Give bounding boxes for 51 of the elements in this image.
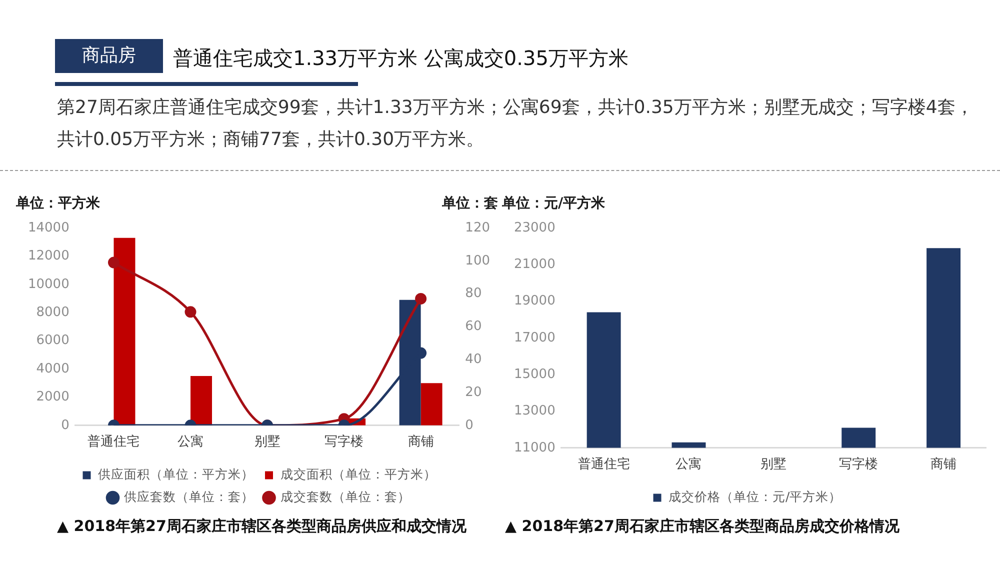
y-axis-title: 单位：元/平方米	[501, 194, 606, 212]
x-tick-label: 公寓	[676, 456, 702, 472]
bar	[420, 383, 442, 426]
y2-tick-label: 80	[465, 286, 482, 302]
y2-tick-label: 100	[465, 253, 490, 268]
point	[184, 306, 196, 318]
point	[108, 256, 120, 268]
x-tick-label: 商铺	[408, 434, 434, 450]
legend-label: 成交面积（单位：平方米）	[280, 466, 436, 482]
bar	[190, 376, 212, 426]
section-tab: 商品房	[55, 39, 163, 73]
y2-tick-label: 40	[465, 352, 482, 367]
text: 普通住宅成交1.33万平方米 公寓成交0.35万平方米	[173, 45, 628, 72]
y-tick-label: 6000	[36, 333, 70, 348]
x-tick-label: 普通住宅	[88, 434, 140, 450]
y2-tick-label: 20	[465, 384, 482, 400]
y-tick-label: 2000	[36, 390, 70, 405]
legend-label: 供应套数（单位：套）	[124, 489, 254, 504]
text: ▲ 2018年第27周石家庄市辖区各类型商品房供应和成交情况	[57, 516, 466, 536]
y-tick-label: 12000	[28, 248, 70, 264]
y2-tick-label: 60	[465, 319, 482, 334]
y-tick-label: 19000	[514, 294, 556, 309]
y2-axis-title: 单位：套	[441, 196, 498, 212]
text: 第27周石家庄普通住宅成交99套，共计1.33万平方米；公寓69套，共计0.35万平方米；别墅无成交；写字楼4套，共计0.05万平方米；商铺77套，共计0.30万平方米。	[57, 96, 974, 152]
x-tick-label: 写字楼	[324, 434, 364, 450]
legend-label: 成交价格（单位：元/平方米）	[668, 489, 842, 504]
y-tick-label: 4000	[36, 361, 70, 376]
y-tick-label: 0	[61, 418, 70, 433]
y-axis-title: 单位：平方米	[15, 194, 101, 212]
text: ▲ 2018年第27周石家庄市辖区各类型商品房成交价格情况	[505, 516, 900, 536]
legend-label: 供应面积（单位：平方米）	[98, 466, 254, 482]
point	[415, 292, 427, 304]
x-tick-label: 商铺	[930, 457, 957, 472]
y-tick-label: 13000	[514, 404, 556, 419]
y-tick-label: 23000	[514, 220, 556, 236]
y-tick-label: 11000	[514, 440, 556, 456]
x-tick-label: 别墅	[760, 457, 787, 472]
bar	[114, 238, 136, 426]
legend-label: 成交套数（单位：套）	[280, 489, 410, 504]
y-tick-label: 14000	[28, 220, 70, 236]
x-tick-label: 普通住宅	[578, 456, 630, 472]
x-tick-label: 别墅	[254, 434, 280, 450]
y-tick-label: 15000	[514, 366, 556, 382]
y2-tick-label: 120	[465, 220, 490, 236]
y-tick-label: 8000	[36, 304, 70, 320]
x-tick-label: 公寓	[178, 434, 204, 450]
y-tick-label: 17000	[514, 330, 556, 346]
y-tick-label: 21000	[514, 257, 556, 272]
y2-tick-label: 0	[465, 418, 474, 433]
y-tick-label: 10000	[28, 276, 70, 292]
x-tick-label: 写字楼	[839, 456, 878, 472]
